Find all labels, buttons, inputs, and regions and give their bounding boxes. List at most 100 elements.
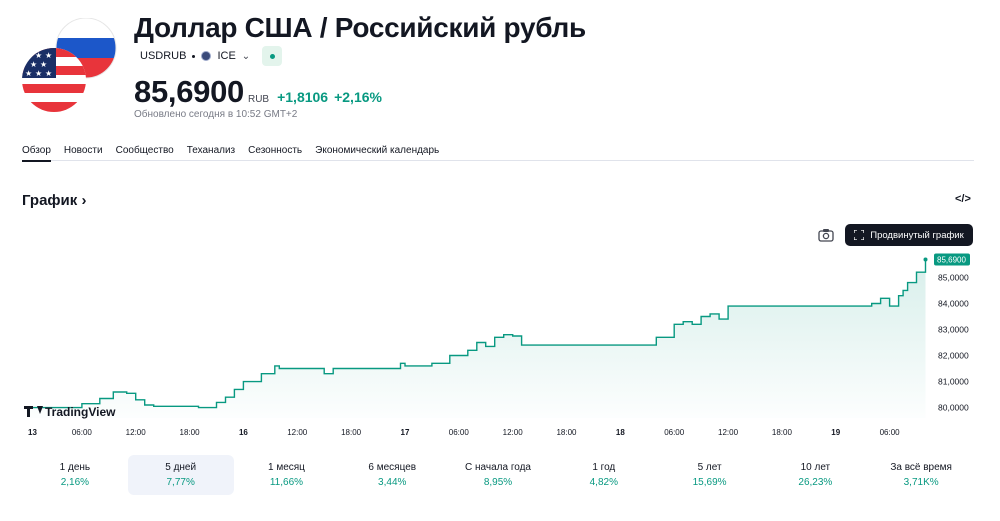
y-axis-tick-label: 81,0000	[938, 377, 969, 387]
expand-icon	[854, 230, 865, 240]
svg-text:★: ★	[25, 51, 32, 60]
svg-text:★: ★	[45, 51, 52, 60]
tab-overview[interactable]: Обзор	[22, 140, 51, 162]
last-value-label: 85,6900	[937, 255, 966, 264]
x-axis-tick-label: 12:00	[503, 428, 524, 437]
page-title: Доллар США / Российский рубль	[134, 12, 586, 43]
status-dot-icon	[269, 53, 275, 59]
market-status-badge[interactable]	[262, 46, 283, 66]
y-axis-tick-label: 85,0000	[938, 272, 969, 282]
period-label: За всё время	[890, 462, 952, 473]
chart-section-link[interactable]: График ›	[22, 192, 86, 209]
y-axis-tick-label: 84,0000	[938, 298, 969, 308]
period-change: 3,71K%	[903, 477, 939, 488]
period-label: 1 год	[592, 462, 616, 473]
tab-news[interactable]: Новости	[63, 145, 103, 156]
svg-text:★: ★	[35, 69, 42, 78]
tradingview-watermark: TradingView	[45, 405, 116, 419]
chart-series-line	[28, 259, 927, 409]
chevron-down-icon: ⌄	[241, 50, 251, 62]
period-change: 3,44%	[378, 477, 407, 488]
x-axis-tick-label: 18:00	[556, 428, 577, 437]
period-button[interactable]: 1 месяц 11,66%	[234, 455, 340, 495]
chart-last-point	[923, 257, 928, 262]
chevron-right-icon: ›	[81, 192, 87, 209]
chart-area-fill	[28, 259, 926, 418]
period-label: 1 месяц	[267, 462, 305, 473]
period-button[interactable]: За всё время 3,71K%	[868, 455, 974, 495]
chart-section-title: График	[22, 192, 78, 209]
period-button[interactable]: С начала года 8,95%	[445, 455, 551, 495]
y-axis-tick-label: 82,0000	[938, 351, 969, 361]
period-button[interactable]: 5 лет 15,69%	[657, 455, 763, 495]
period-button[interactable]: 1 год 4,82%	[551, 455, 657, 495]
x-axis-tick-label: 17	[401, 428, 410, 437]
flag-us-ru-icon: ★ ★ ★ ★ ★ ★ ★ ★	[22, 18, 117, 112]
last-value-tag	[934, 253, 970, 266]
embed-code-icon[interactable]: </>	[955, 193, 971, 205]
price-row: 85,6900 RUB +1,8106 +2,16%	[134, 74, 388, 110]
camera-icon[interactable]	[818, 228, 834, 242]
period-label: 5 лет	[697, 462, 722, 473]
period-label: 6 месяцев	[368, 462, 417, 473]
advanced-chart-label: Продвинутый график	[870, 229, 964, 241]
exchange-label: ICE	[217, 50, 236, 62]
period-change: 11,66%	[269, 477, 304, 488]
currency-label: RUB	[247, 94, 270, 105]
change-percent: +2,16%	[334, 89, 382, 105]
svg-text:★: ★	[35, 51, 42, 60]
period-label: С начала года	[465, 462, 531, 473]
period-change: 7,77%	[166, 477, 195, 488]
x-axis-tick-label: 18:00	[772, 428, 793, 437]
section-tabs: Обзор Новости Сообщество Теханализ Сезон…	[22, 140, 974, 162]
x-axis-tick-label: 18:00	[341, 428, 362, 437]
x-axis-tick-label: 06:00	[880, 428, 901, 437]
last-price: 85,6900	[134, 74, 244, 109]
period-change: 8,95%	[483, 477, 513, 488]
tab-technicals[interactable]: Теханализ	[186, 145, 236, 156]
change-absolute: +1,8106	[277, 89, 329, 105]
advanced-chart-button[interactable]: Продвинутый график	[845, 224, 973, 246]
x-axis-tick-label: 18	[616, 428, 625, 437]
x-axis-tick-label: 18:00	[180, 428, 201, 437]
symbol-chip[interactable]: USDRUB ICE ⌄	[134, 46, 257, 66]
y-axis-tick-label: 83,0000	[938, 324, 969, 334]
separator-dot	[192, 54, 196, 58]
period-selector: 1 день 2,16% 5 дней 7,77% 1 месяц 11,66% 6 мес…	[22, 455, 974, 495]
period-button[interactable]: 10 лет 26,23%	[762, 455, 868, 495]
y-axis-tick-label: 80,0000	[938, 403, 969, 413]
x-axis-tick-label: 13	[28, 428, 37, 437]
period-change: 4,82%	[589, 477, 618, 488]
symbol-label: USDRUB	[140, 50, 187, 62]
period-button[interactable]: 1 день 2,16%	[22, 455, 128, 495]
svg-text:★: ★	[30, 60, 37, 69]
x-axis-tick-label: 06:00	[72, 428, 93, 437]
x-axis-tick-label: 16	[239, 428, 248, 437]
price-chart[interactable]: 85,0000 84,0000 83,0000 82,0000 81,0000 80,00…	[22, 250, 982, 446]
svg-text:★: ★	[40, 60, 47, 69]
period-label: 10 лет	[800, 462, 831, 473]
exchange-icon	[201, 51, 212, 61]
svg-text:★: ★	[45, 69, 52, 78]
tradingview-logo[interactable]: TradingView	[24, 405, 116, 419]
updated-time: Обновлено сегодня в 10:52 GMT+2	[134, 109, 298, 120]
period-button[interactable]: 5 дней 7,77%	[127, 455, 234, 495]
tab-community[interactable]: Сообщество	[115, 145, 174, 156]
tab-seasonals[interactable]: Сезонность	[248, 145, 303, 156]
period-change: 15,69%	[692, 477, 727, 488]
tradingview-logo-icon	[24, 406, 43, 417]
x-axis-tick-label: 12:00	[287, 428, 308, 437]
x-axis-tick-label: 19	[831, 428, 840, 437]
period-change: 2,16%	[60, 477, 90, 488]
period-label: 1 день	[59, 462, 91, 473]
symbol-chips: USDRUB ICE ⌄	[134, 46, 283, 66]
period-change: 26,23%	[798, 477, 833, 488]
tab-economic-calendar[interactable]: Экономический календарь	[315, 145, 440, 156]
x-axis-tick-label: 12:00	[126, 428, 147, 437]
x-axis-tick-label: 12:00	[718, 428, 739, 437]
svg-text:★: ★	[25, 69, 32, 78]
x-axis-tick-label: 06:00	[449, 428, 470, 437]
x-axis-tick-label: 06:00	[664, 428, 685, 437]
period-button[interactable]: 6 месяцев 3,44%	[339, 455, 445, 495]
period-label: 5 дней	[165, 462, 197, 473]
